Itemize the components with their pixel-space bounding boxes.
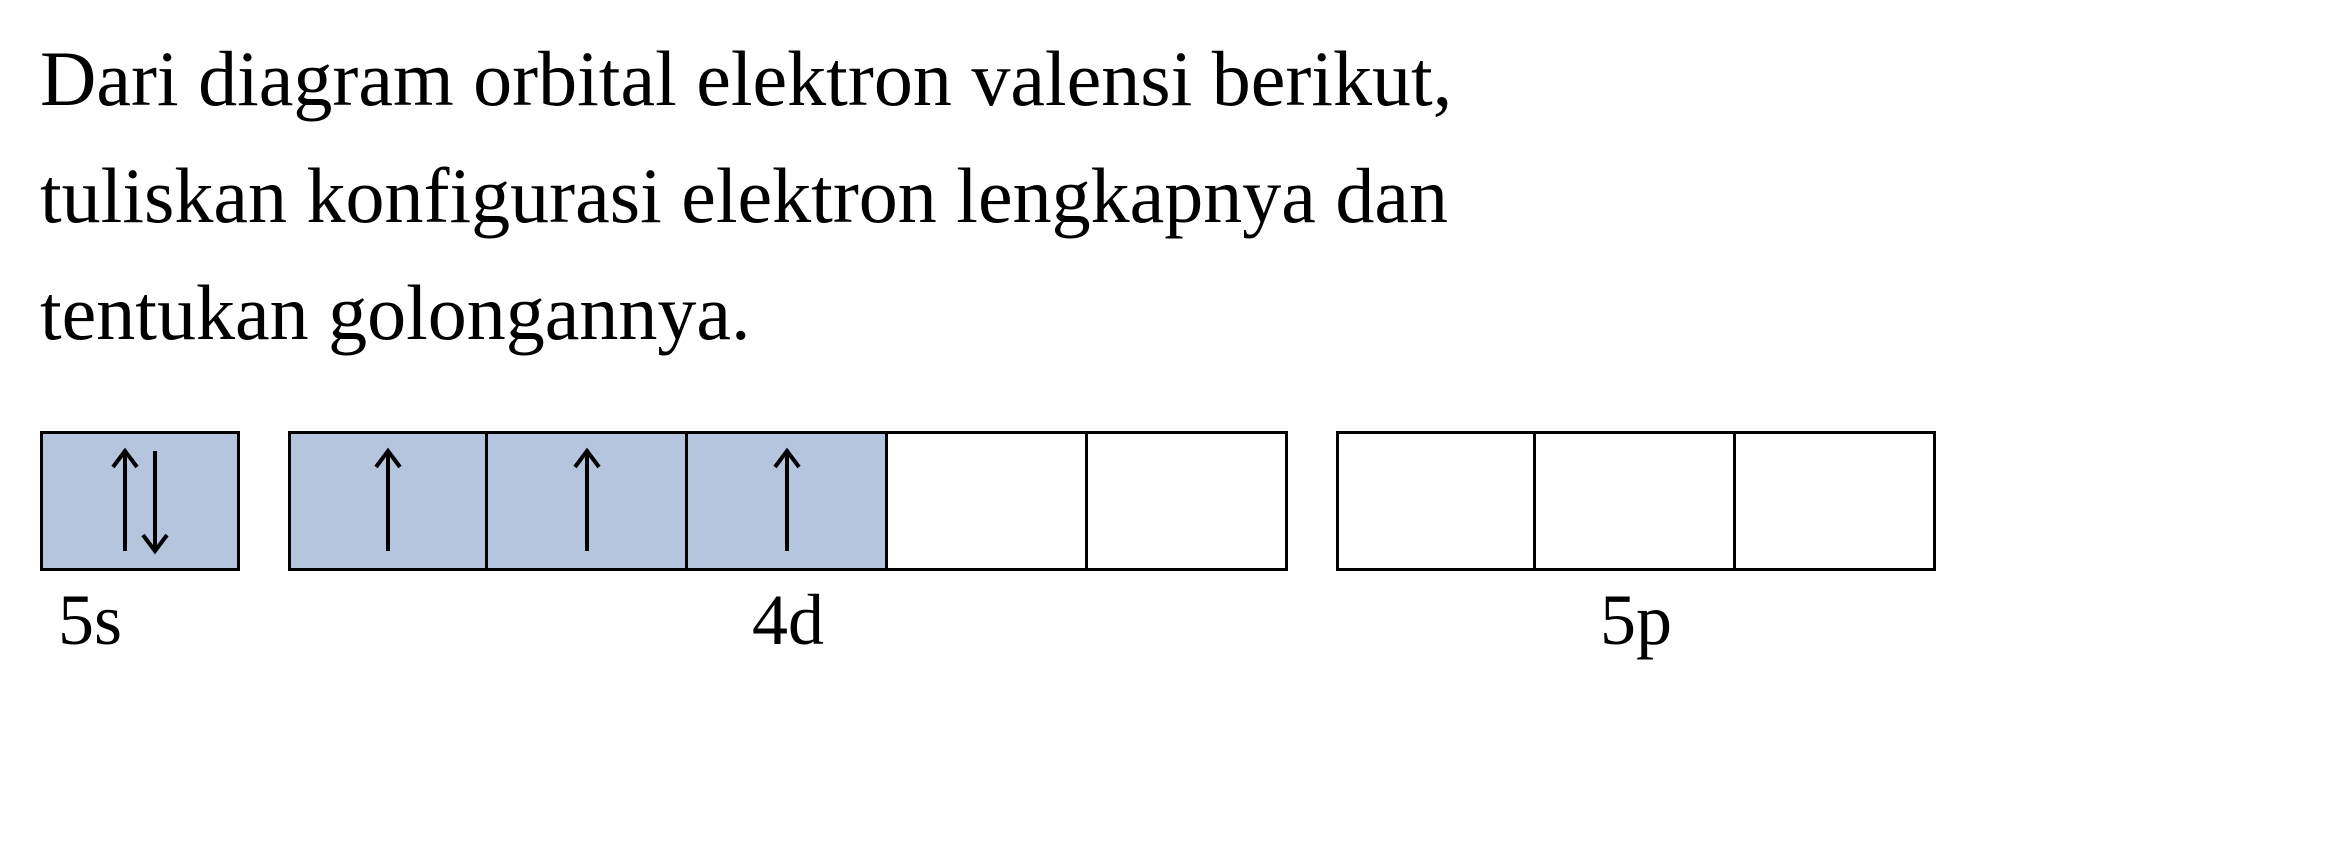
orbital-group-5s: 5s — [40, 431, 240, 662]
orbital-label: 4d — [288, 579, 1288, 662]
orbital-box — [288, 431, 488, 571]
arrow-up-icon — [767, 441, 807, 561]
orbital-box — [1536, 431, 1736, 571]
question-line-3: tentukan golongannya. — [40, 269, 751, 356]
orbital-label: 5s — [40, 579, 240, 662]
orbital-boxes-row — [288, 431, 1288, 571]
orbital-diagram: 5s 4d 5p — [40, 431, 2311, 662]
orbital-box — [1088, 431, 1288, 571]
arrow-up-icon — [567, 441, 607, 561]
orbital-boxes-row — [1336, 431, 1936, 571]
orbital-box — [488, 431, 688, 571]
orbital-box — [688, 431, 888, 571]
orbital-box — [1736, 431, 1936, 571]
orbital-box — [1336, 431, 1536, 571]
question-line-2: tuliskan konfigurasi elektron lengkapnya… — [40, 152, 1448, 239]
arrow-up-icon — [368, 441, 408, 561]
orbital-box — [40, 431, 240, 571]
orbital-box — [888, 431, 1088, 571]
orbital-boxes-row — [40, 431, 240, 571]
orbital-group-4d: 4d — [288, 431, 1288, 662]
orbital-label: 5p — [1336, 579, 1936, 662]
orbital-group-5p: 5p — [1336, 431, 1936, 662]
question-line-1: Dari diagram orbital elektron valensi be… — [40, 35, 1452, 122]
question-text: Dari diagram orbital elektron valensi be… — [40, 20, 2311, 371]
arrow-up-down-icon — [95, 441, 185, 561]
